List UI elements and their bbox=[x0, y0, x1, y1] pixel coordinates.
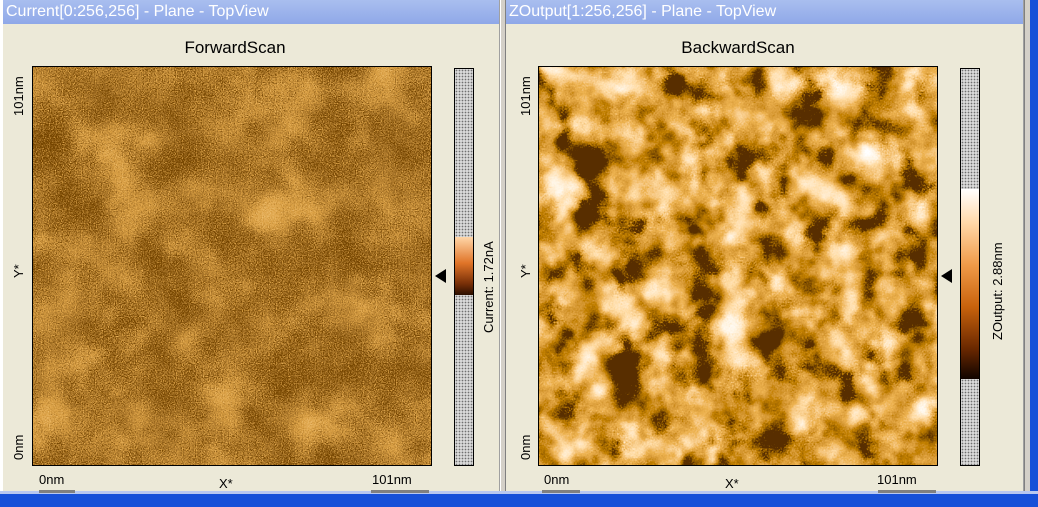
forward-scan-titlebar[interactable]: Current[0:256,256] - Plane - TopView bbox=[3, 0, 499, 24]
forward-scan-texture bbox=[33, 67, 431, 465]
x-axis-left-label: 0nm bbox=[39, 472, 65, 487]
scrollbar-track[interactable] bbox=[1024, 0, 1031, 494]
y-axis-top-label: 101nm bbox=[11, 76, 26, 116]
y-axis-bottom-label: 0nm bbox=[518, 434, 533, 460]
x-axis-mid-label: X* bbox=[219, 476, 233, 491]
backward-scan-plot-title: BackwardScan bbox=[681, 38, 795, 57]
window-right-border bbox=[1030, 0, 1038, 507]
backward-scan-image[interactable] bbox=[538, 66, 938, 466]
zoutput-colorbar[interactable] bbox=[960, 68, 980, 466]
colorbar-lower-track bbox=[455, 295, 473, 465]
y-axis-mid-label: Y* bbox=[11, 264, 26, 278]
backward-scan-pane: ZOutput[1:256,256] - Plane - TopView Bac… bbox=[506, 0, 1024, 493]
window-left-edge bbox=[0, 0, 3, 507]
backward-scan-titlebar[interactable]: ZOutput[1:256,256] - Plane - TopView bbox=[506, 0, 1023, 24]
pane-splitter[interactable] bbox=[500, 0, 506, 491]
colorbar-upper-track bbox=[961, 69, 979, 189]
x-axis-left-label: 0nm bbox=[544, 472, 570, 487]
left-pointing-triangle-icon[interactable] bbox=[941, 269, 952, 283]
forward-scan-image[interactable] bbox=[32, 66, 432, 466]
zoutput-colorbar-label: ZOutput: 2.88nm bbox=[990, 242, 1005, 340]
current-colorbar[interactable] bbox=[454, 68, 474, 466]
y-axis-bottom-label: 0nm bbox=[11, 434, 26, 460]
colorbar-lower-track bbox=[961, 379, 979, 465]
x-axis-left-tick bbox=[542, 490, 580, 493]
forward-scan-pane: Current[0:256,256] - Plane - TopView For… bbox=[3, 0, 500, 493]
x-axis-right-label: 101nm bbox=[877, 472, 917, 487]
x-axis-right-tick bbox=[371, 490, 429, 493]
current-colorbar-label: Current: 1.72nA bbox=[481, 241, 496, 333]
colorbar-gradient bbox=[961, 189, 979, 379]
forward-scan-plot-title: ForwardScan bbox=[184, 38, 286, 57]
colorbar-upper-track bbox=[455, 69, 473, 237]
x-axis-right-label: 101nm bbox=[372, 472, 412, 487]
colorbar-gradient bbox=[455, 237, 473, 295]
left-pointing-triangle-icon[interactable] bbox=[435, 269, 446, 283]
window-bottom-bevel bbox=[0, 491, 1038, 494]
y-axis-mid-label: Y* bbox=[518, 264, 533, 278]
x-axis-right-tick bbox=[878, 490, 936, 493]
y-axis-top-label: 101nm bbox=[518, 76, 533, 116]
backward-scan-texture bbox=[539, 67, 937, 465]
x-axis-mid-label: X* bbox=[725, 476, 739, 491]
x-axis-left-tick bbox=[39, 490, 75, 493]
window-bottom-border bbox=[0, 494, 1038, 507]
